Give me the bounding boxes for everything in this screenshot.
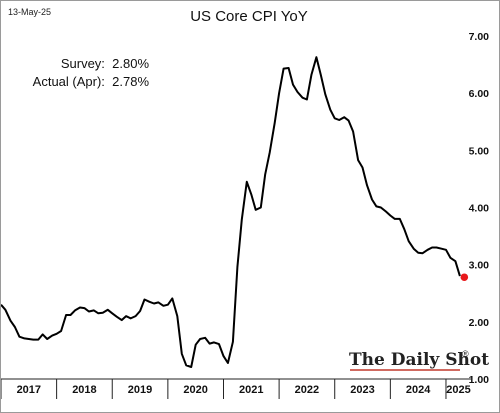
x-axis: 2017 2018 2019 2020 2021 2022 2023 2024 2025 bbox=[1, 379, 471, 399]
series-line-core-cpi bbox=[1, 56, 461, 368]
latest-marker-group bbox=[460, 273, 469, 282]
x-tick-label: 2017 bbox=[17, 384, 41, 396]
x-tick-label: 2021 bbox=[239, 384, 263, 396]
x-tick-label: 2018 bbox=[72, 384, 96, 396]
chart-title: US Core CPI YoY bbox=[190, 8, 308, 25]
logo-text: The Daily Shot bbox=[349, 350, 489, 370]
logo-registered-mark: ® bbox=[462, 349, 469, 359]
y-tick-label: 3.00 bbox=[469, 260, 490, 272]
y-tick-label: 6.00 bbox=[469, 88, 490, 100]
y-axis: 1.00 2.00 3.00 4.00 5.00 6.00 7.00 bbox=[469, 31, 490, 386]
logo-daily-shot: The Daily Shot ® bbox=[349, 349, 489, 371]
x-tick-label: 2023 bbox=[350, 384, 374, 396]
x-tick-label: 2019 bbox=[128, 384, 152, 396]
survey-annotation: Survey: 2.80% bbox=[61, 56, 150, 71]
y-tick-label: 7.00 bbox=[469, 31, 490, 43]
y-tick-label: 5.00 bbox=[469, 145, 490, 157]
y-tick-label: 1.00 bbox=[469, 374, 490, 386]
date-stamp: 13-May-25 bbox=[8, 7, 51, 17]
actual-annotation: Actual (Apr): 2.78% bbox=[33, 74, 150, 89]
x-tick-label: 2022 bbox=[295, 384, 319, 396]
y-tick-label: 4.00 bbox=[469, 203, 490, 215]
y-tick-label: 2.00 bbox=[469, 317, 490, 329]
x-tick-label: 2020 bbox=[183, 384, 207, 396]
x-tick-label: 2024 bbox=[406, 384, 431, 396]
latest-value-marker bbox=[460, 273, 469, 282]
x-tick-label: 2025 bbox=[446, 384, 470, 396]
